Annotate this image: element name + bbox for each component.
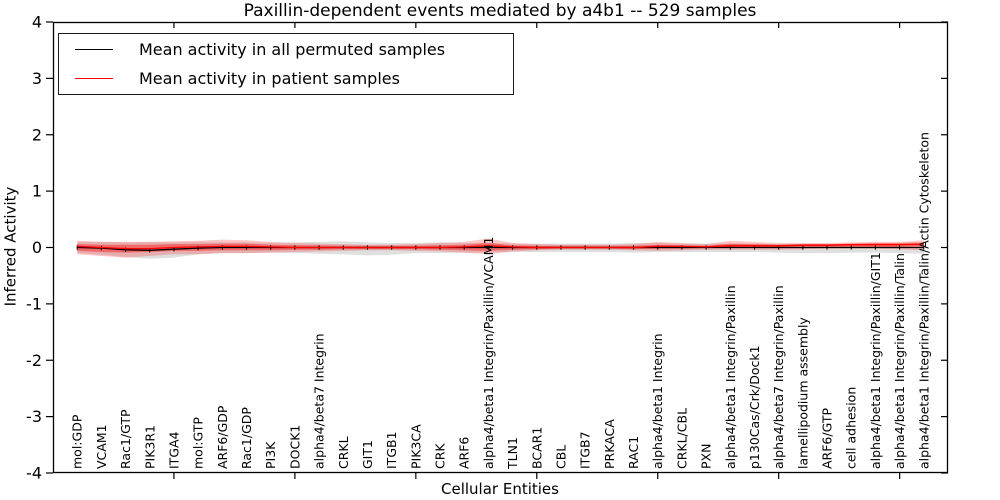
x-tick-label: ITGA4 [166, 431, 181, 469]
x-tick-label: cell adhesion [844, 387, 859, 469]
x-tick-label: mol:GDP [70, 414, 85, 469]
legend-line-sample-red [75, 78, 113, 80]
y-axis-label: Inferred Activity [1, 186, 20, 307]
y-tick-label: 1 [32, 182, 42, 201]
legend-entry-patient: Mean activity in patient samples [59, 65, 513, 93]
x-tick-label: BCAR1 [529, 427, 544, 469]
legend-label-patient: Mean activity in patient samples [139, 69, 400, 89]
y-tick-label: 4 [32, 13, 42, 32]
x-tick-label: VCAM1 [94, 424, 109, 469]
x-tick-label: CRK [433, 443, 448, 469]
axes-spines [52, 21, 949, 474]
x-tick-label: PRKACA [602, 419, 617, 469]
x-tick-label: ITGB1 [384, 431, 399, 469]
x-tick-label: CRKL [336, 436, 351, 469]
chart-title: Paxillin-dependent events mediated by a4… [243, 1, 757, 21]
y-tick-label: -3 [26, 407, 42, 426]
x-tick-label: GIT1 [360, 440, 375, 469]
y-tick-label: 2 [32, 125, 42, 144]
y-tick-label: -1 [26, 294, 42, 313]
x-tick-label: PXN [699, 444, 714, 469]
x-tick-label: PIK3R1 [142, 425, 157, 469]
x-tick-label: alpha4/beta1 Integrin [650, 333, 665, 469]
x-tick-label: alpha4/beta7 Integrin/Paxillin [771, 285, 786, 469]
x-tick-label: TLN1 [505, 437, 520, 470]
band-permuted-sample-range [77, 241, 924, 259]
x-tick-label: Rac1/GTP [118, 409, 133, 469]
y-tick-label: 3 [32, 69, 42, 88]
x-tick-label: alpha4/beta1 Integrin/Paxillin/Talin [892, 253, 907, 469]
x-tick-label: alpha4/beta1 Integrin/Paxillin/GIT1 [868, 252, 883, 469]
x-tick-label: CRKL/CBL [674, 408, 689, 469]
legend-line-sample-black [75, 48, 113, 50]
x-tick-label: ITGB7 [578, 431, 593, 469]
x-tick-label: PIK3CA [408, 424, 423, 469]
x-tick-label: DOCK1 [287, 425, 302, 469]
series-line-1 [77, 243, 924, 250]
legend: Mean activity in all permuted samples Me… [58, 33, 514, 95]
x-tick-label: CBL [553, 445, 568, 469]
x-tick-label: p130Cas/Crk/Dock1 [747, 345, 762, 469]
y-tick-label: -2 [26, 351, 42, 370]
x-tick-label: lamellipodium assembly [795, 317, 810, 469]
x-tick-label: mol:GTP [191, 417, 206, 469]
legend-entry-permuted: Mean activity in all permuted samples [59, 35, 513, 63]
x-tick-label: RAC1 [626, 436, 641, 469]
x-axis-label: Cellular Entities [441, 480, 559, 498]
y-tick-label: 0 [32, 238, 42, 257]
x-tick-label: ARF6 [457, 437, 472, 469]
series-line-0 [77, 246, 924, 251]
x-tick-label: alpha4/beta1 Integrin/Paxillin/Talin/Act… [916, 132, 931, 469]
x-tick-label: alpha4/beta1 Integrin/Paxillin/VCAM1 [481, 237, 496, 469]
x-tick-label: Rac1/GDP [239, 407, 254, 469]
x-tick-label: PI3K [263, 441, 278, 469]
legend-label-permuted: Mean activity in all permuted samples [139, 39, 446, 59]
x-tick-label: ARF6/GTP [820, 408, 835, 469]
x-tick-label: alpha4/beta7 Integrin [312, 333, 327, 469]
y-tick-label: -4 [26, 464, 42, 483]
x-tick-label: ARF6/GDP [215, 405, 230, 469]
x-tick-label: alpha4/beta1 Integrin/Paxillin [723, 285, 738, 469]
